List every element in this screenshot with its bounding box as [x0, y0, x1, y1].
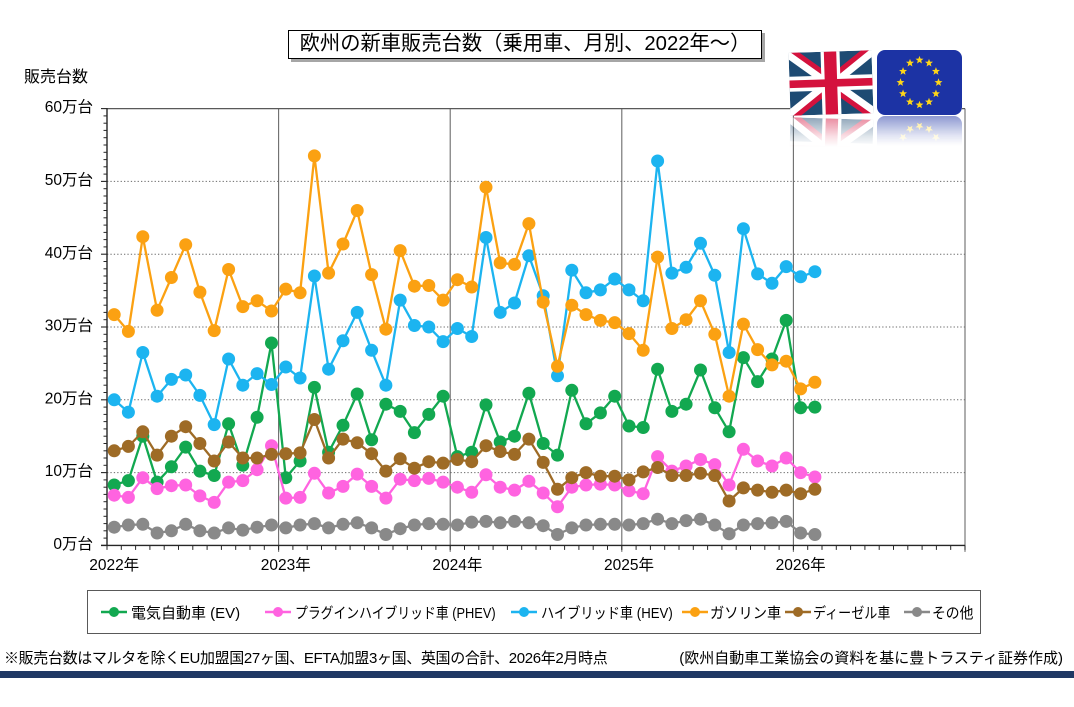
svg-text:2023年: 2023年 — [261, 556, 311, 574]
svg-text:60万台: 60万台 — [45, 98, 93, 116]
svg-text:2022年: 2022年 — [89, 556, 139, 574]
svg-text:10万台: 10万台 — [45, 462, 93, 480]
svg-text:20万台: 20万台 — [45, 389, 93, 407]
svg-text:40万台: 40万台 — [45, 244, 93, 262]
svg-text:50万台: 50万台 — [45, 171, 93, 189]
svg-text:2024年: 2024年 — [432, 556, 482, 574]
svg-text:2026年: 2026年 — [776, 556, 826, 574]
svg-text:0万台: 0万台 — [53, 535, 93, 553]
svg-text:30万台: 30万台 — [45, 317, 93, 335]
svg-text:2025年: 2025年 — [604, 556, 654, 574]
